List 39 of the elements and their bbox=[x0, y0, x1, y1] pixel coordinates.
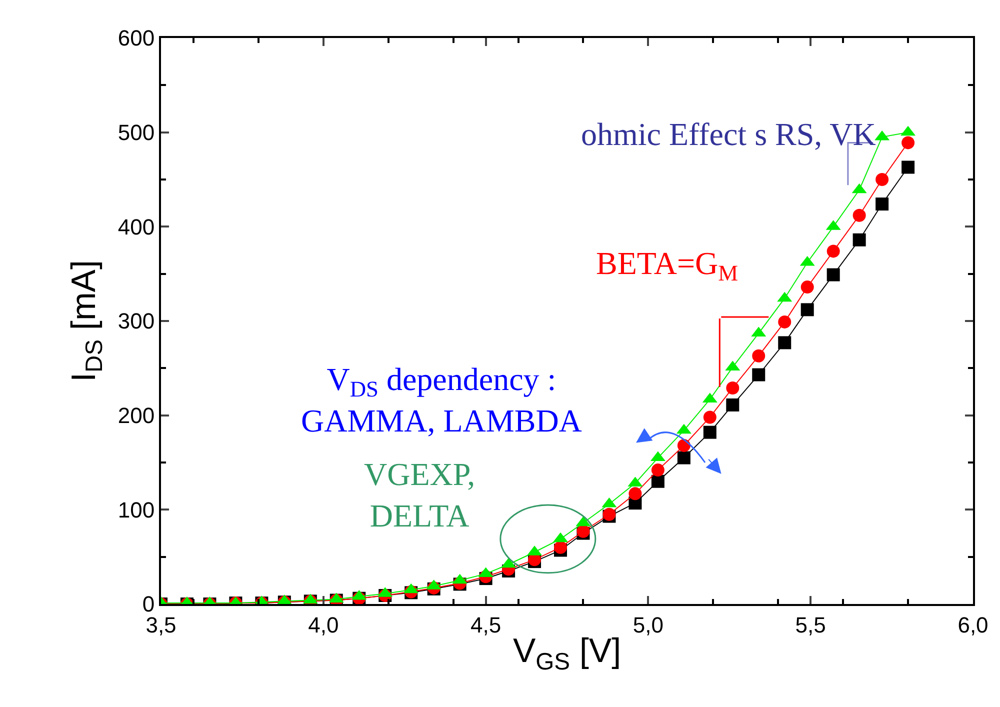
y-tick-label: 600 bbox=[118, 26, 155, 51]
annotation: V$_{DS}$ dependency : GAMMA, LAMBDA bbox=[301, 361, 582, 439]
point bbox=[852, 233, 866, 246]
point bbox=[826, 244, 840, 258]
point bbox=[852, 208, 866, 222]
point bbox=[752, 368, 766, 382]
x-tick-label: 5,5 bbox=[795, 612, 826, 638]
x-tick-label: 6,0 bbox=[958, 612, 988, 638]
point bbox=[876, 173, 889, 186]
x-tick-label: 4,0 bbox=[308, 612, 339, 638]
point bbox=[752, 349, 766, 362]
y-tick-label: 100 bbox=[118, 497, 155, 522]
x-tick-label: 4,5 bbox=[470, 612, 502, 638]
point bbox=[800, 303, 814, 316]
point bbox=[902, 160, 915, 174]
annotation: VGEXP, DELTA bbox=[364, 456, 476, 534]
point bbox=[800, 280, 814, 294]
point bbox=[826, 268, 840, 282]
point bbox=[902, 136, 915, 150]
annotation: BETA=G$_{M}$ bbox=[596, 245, 738, 286]
y-tick-label: 200 bbox=[118, 403, 155, 428]
y-tick-label: 500 bbox=[118, 120, 155, 146]
point bbox=[726, 398, 740, 412]
annotation: ohmic Effect s RS, VK bbox=[581, 116, 876, 152]
y-tick-label: 400 bbox=[118, 214, 155, 240]
y-tick-label: 300 bbox=[118, 308, 155, 334]
point bbox=[778, 315, 792, 328]
point bbox=[628, 487, 642, 500]
point bbox=[651, 464, 664, 477]
point bbox=[651, 474, 664, 488]
x-tick-label: 5,0 bbox=[632, 612, 664, 638]
x-axis-title: V$_{GS}$ [V] bbox=[512, 632, 622, 676]
point bbox=[554, 540, 567, 554]
point bbox=[876, 198, 889, 211]
point bbox=[677, 451, 690, 464]
point bbox=[703, 410, 716, 424]
point bbox=[726, 381, 740, 394]
point bbox=[778, 336, 792, 350]
point bbox=[703, 426, 716, 439]
